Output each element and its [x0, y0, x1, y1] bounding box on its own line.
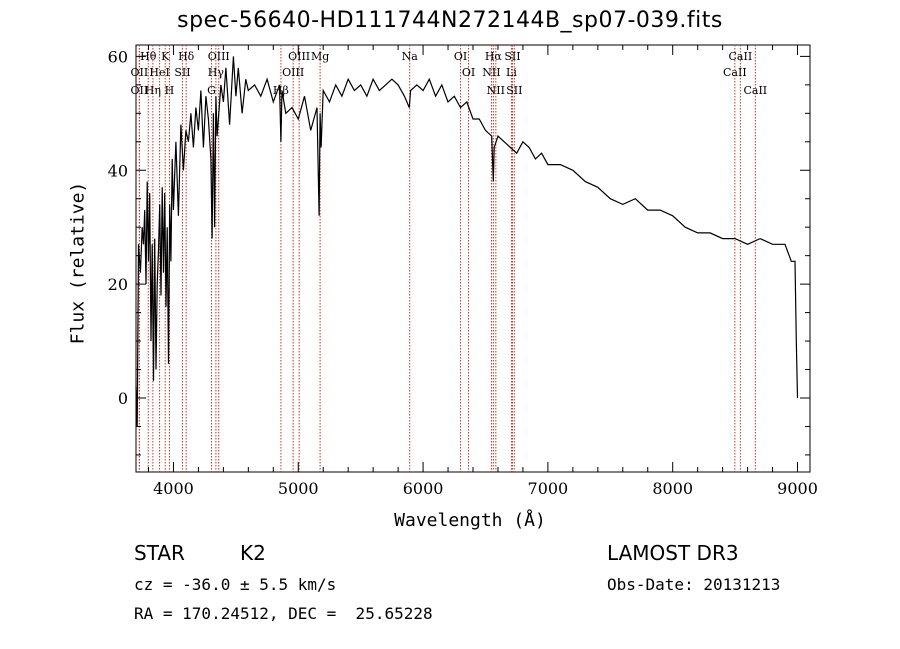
line-label: Na	[402, 50, 419, 63]
line-label: Mg	[311, 50, 329, 63]
x-axis-label: Wavelength (Å)	[394, 510, 546, 531]
y-tick-label: 40	[108, 161, 128, 180]
line-label: OIII	[288, 50, 310, 63]
line-label: H	[165, 84, 175, 97]
line-label: OIII	[208, 50, 230, 63]
line-label: NII	[487, 84, 505, 97]
line-label: SII	[504, 50, 520, 63]
x-axis-ticks: 4000 5000 6000 7000 8000 9000	[147, 45, 818, 498]
y-tick-label: 0	[118, 389, 128, 408]
x-tick-label: 5000	[278, 479, 319, 498]
x-tick-label: 6000	[403, 479, 444, 498]
line-label: K	[161, 50, 170, 63]
spectrum-line	[135, 56, 799, 427]
line-label: HeI	[149, 66, 169, 79]
line-label: CaII	[723, 66, 747, 79]
plot-frame	[135, 44, 811, 473]
line-label: Hβ	[273, 84, 289, 97]
y-tick-label: 20	[108, 275, 128, 294]
line-label: Li	[506, 66, 517, 79]
redshift-text: cz = -36.0 ± 5.5 km/s	[134, 575, 337, 594]
y-tick-label: 60	[108, 47, 128, 66]
y-axis-ticks: 0 20 40 60	[108, 47, 810, 456]
x-tick-label: 8000	[652, 479, 693, 498]
survey-name: LAMOST DR3	[607, 541, 739, 565]
line-label: Hθ	[140, 50, 157, 63]
obs-date: Obs-Date: 20131213	[607, 575, 781, 594]
line-label: Hδ	[178, 50, 195, 63]
series-layer	[135, 56, 799, 427]
line-label: Hη	[145, 84, 161, 97]
line-label: OI	[454, 50, 467, 63]
coordinates: RA = 170.24512, DEC = 25.65228	[134, 604, 433, 623]
line-label: SII	[506, 84, 522, 97]
line-label: SII	[174, 66, 190, 79]
line-label: Hα	[485, 50, 503, 63]
line-label: OII	[131, 84, 149, 97]
chart-title: spec-56640-HD111744N272144B_sp07-039.fit…	[177, 8, 723, 33]
line-label: G	[207, 84, 216, 97]
line-label: OII	[131, 66, 149, 79]
line-label: OI	[462, 66, 475, 79]
object-class: STAR	[134, 541, 185, 565]
line-label: Hγ	[208, 66, 225, 79]
line-label: OIII	[282, 66, 304, 79]
line-label: CaII	[729, 50, 753, 63]
x-tick-label: 9000	[777, 479, 818, 498]
y-axis-label: Flux (relative)	[67, 181, 89, 345]
line-label: NII	[482, 66, 500, 79]
line-label: CaII	[743, 84, 767, 97]
line-markers	[138, 45, 756, 472]
x-tick-label: 7000	[528, 479, 569, 498]
x-tick-label: 4000	[153, 479, 194, 498]
object-subclass: K2	[240, 541, 266, 565]
